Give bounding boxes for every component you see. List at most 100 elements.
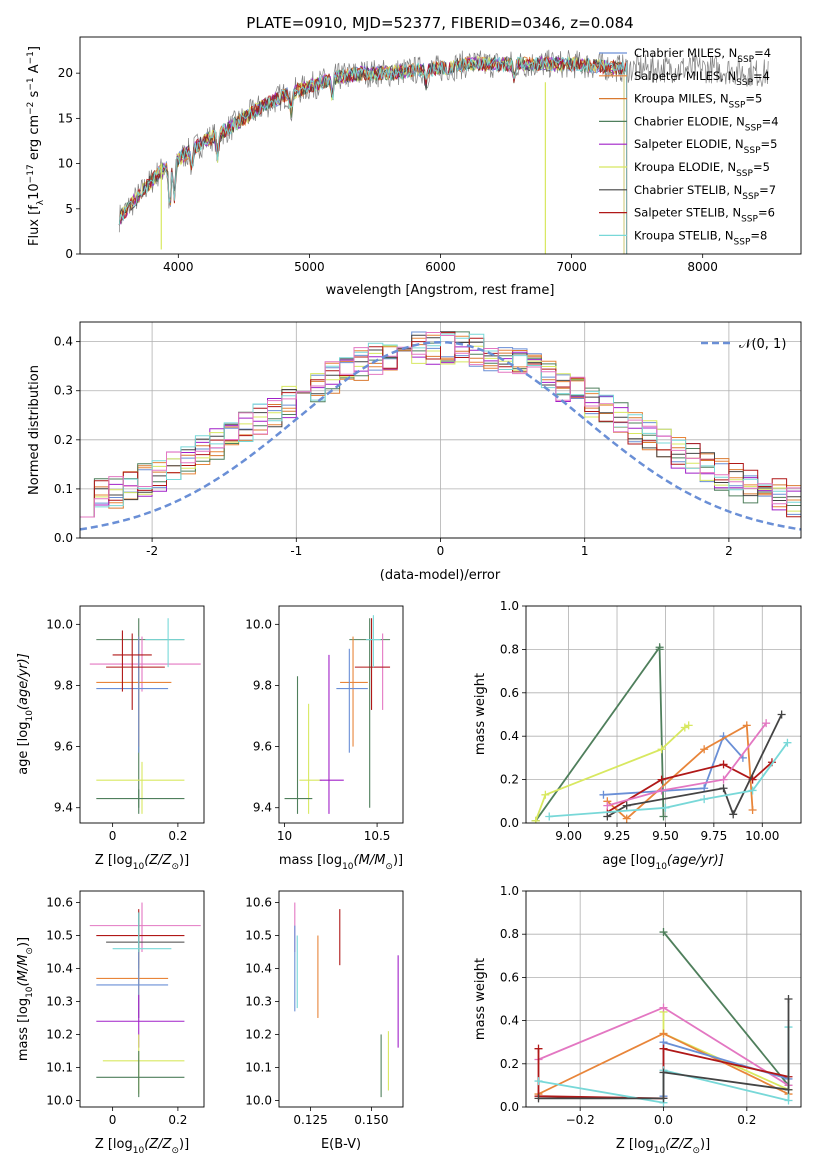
y-axis-label: mass weight <box>473 673 488 755</box>
x-tick-label: −0.2 <box>566 1113 595 1127</box>
weight-point <box>541 790 550 799</box>
residual-histogram-axes: -2 -1 0 1 2 0.0 0.1 0.2 0.3 0.4 <box>54 321 802 558</box>
weight-point <box>622 801 631 810</box>
weight-point <box>777 710 786 719</box>
weight-point <box>603 812 612 821</box>
model-spectrum-kroupa-miles <box>118 55 628 254</box>
weight-line-chabrier-miles <box>603 734 744 796</box>
x-axis-label: mass [log10(M/M⊙)] <box>279 853 403 872</box>
weight-vs-z-axes: −0.2 0.0 0.2 0.0 0.2 0.4 0.6 0.8 1.0 <box>500 884 802 1127</box>
weight-point <box>700 745 709 754</box>
weight-point <box>603 801 612 810</box>
axes-frame <box>278 605 404 824</box>
y-tick-label: 0.0 <box>500 816 519 830</box>
x-axis-label: Z [log10(Z/Z⊙)] <box>95 1137 189 1156</box>
y-tick-label: 0.2 <box>54 433 73 447</box>
weight-line-kroupa-elodie <box>662 1012 789 1091</box>
y-tick-label: 0.6 <box>500 686 519 700</box>
weight-point <box>659 812 668 821</box>
model-spectrum-salpeter-miles <box>118 56 628 254</box>
y-axis-label: age [log10(age/yr)] <box>16 653 35 775</box>
axes-frame <box>79 890 205 1108</box>
y-tick-label: 10.4 <box>245 961 272 975</box>
x-tick-label: 0.2 <box>737 1113 756 1127</box>
legend-entry: Kroupa MILES, NSSP=5 <box>634 92 762 111</box>
age-vs-mass-axes: 10 10.5 9.4 9.6 9.8 10.0 <box>245 605 404 843</box>
x-axis-label: (data-model)/error <box>380 568 501 583</box>
x-axis-label: E(B-V) <box>321 1137 361 1152</box>
plot-area <box>294 902 399 1098</box>
weight-point <box>783 738 792 747</box>
mass-vs-z-axes: 0 0.2 10.0 10.1 10.2 10.3 10.4 10.5 10.6 <box>46 890 205 1127</box>
x-tick-label: 0 <box>109 829 117 843</box>
weight-line-chabrier-elodie <box>662 931 790 1086</box>
plot-area <box>89 618 201 814</box>
weight-point <box>659 1094 668 1103</box>
y-tick-label: 0.6 <box>500 970 519 984</box>
y-axis-label: Normed distribution <box>27 365 42 495</box>
plot-area <box>118 49 769 254</box>
model-spectrum-salpeter-elodie <box>118 55 625 254</box>
model-spectrum-kroupa-elodie <box>118 56 625 254</box>
x-tick-label: 10 <box>277 829 292 843</box>
y-tick-label: 0.4 <box>500 1014 519 1028</box>
x-tick-label: 9.25 <box>604 829 631 843</box>
plot-area <box>531 643 792 823</box>
axes-frame <box>278 890 404 1108</box>
weight-point <box>545 812 554 821</box>
weight-point <box>748 786 757 795</box>
y-tick-label: 10.2 <box>245 1027 272 1041</box>
weight-point <box>684 721 693 730</box>
y-tick-label: 15 <box>58 111 73 125</box>
weight-point <box>657 745 666 754</box>
plot-area <box>284 615 391 814</box>
y-tick-label: 0.3 <box>54 384 73 398</box>
weight-point <box>784 1085 793 1094</box>
mass-vs-ebv-axes: 0.125 0.150 10.0 10.1 10.2 10.3 10.4 10.5 10.6 <box>245 890 404 1127</box>
weight-point <box>661 803 670 812</box>
y-tick-label: 0.2 <box>500 1057 519 1071</box>
y-tick-label: 10.0 <box>245 1093 272 1107</box>
legend-entry: 𝒩(0, 1) <box>739 337 786 352</box>
weight-point <box>534 1094 543 1103</box>
model-spectrum-chabrier-miles <box>118 57 628 254</box>
normal-curve <box>80 340 801 531</box>
x-tick-label: 9.50 <box>652 829 679 843</box>
histogram-step-kroupa-stelib <box>80 333 801 518</box>
spectrum-legend: Chabrier MILES, NSSP=4 Salpeter MILES, NS… <box>599 46 779 247</box>
y-tick-label: 10.0 <box>46 617 73 631</box>
chart-title: PLATE=0910, MJD=52377, FIBERID=0346, z=0… <box>246 14 633 32</box>
y-tick-label: 0.4 <box>54 335 73 349</box>
x-axis-label: age [log10(age/yr)] <box>602 853 724 872</box>
y-tick-label: 1.0 <box>500 599 519 613</box>
plot-area <box>80 331 801 531</box>
x-tick-label: 0.2 <box>168 1113 187 1127</box>
weight-point <box>657 775 666 784</box>
x-tick-label: 1 <box>581 544 589 558</box>
weight-point <box>659 1068 668 1077</box>
y-tick-label: 10.4 <box>46 961 73 975</box>
y-tick-label: 1.0 <box>500 884 519 898</box>
y-tick-label: 10.6 <box>46 896 73 910</box>
weight-point <box>534 1044 543 1053</box>
age-vs-z-axes: 0 0.2 9.4 9.6 9.8 10.0 <box>46 605 205 843</box>
axes-frame <box>525 890 802 1108</box>
weight-point <box>762 719 771 728</box>
weight-point <box>655 645 664 654</box>
legend-entry: Kroupa ELODIE, NSSP=5 <box>634 160 770 179</box>
weight-point <box>729 810 738 819</box>
model-spectrum-kroupa-stelib <box>118 55 628 254</box>
y-tick-label: 0.0 <box>54 531 73 545</box>
y-tick-label: 0.8 <box>500 927 519 941</box>
x-tick-label: 9.00 <box>555 829 582 843</box>
x-tick-label: 4000 <box>163 260 194 274</box>
axes-frame <box>79 36 802 255</box>
weight-point <box>534 1077 543 1086</box>
x-tick-label: 5000 <box>294 260 325 274</box>
x-tick-label: 0 <box>109 1113 117 1127</box>
y-tick-label: 10.3 <box>245 994 272 1008</box>
axes-frame <box>79 605 205 824</box>
weight-line-pink <box>607 722 767 807</box>
model-spectrum-chabrier-stelib <box>118 56 628 254</box>
